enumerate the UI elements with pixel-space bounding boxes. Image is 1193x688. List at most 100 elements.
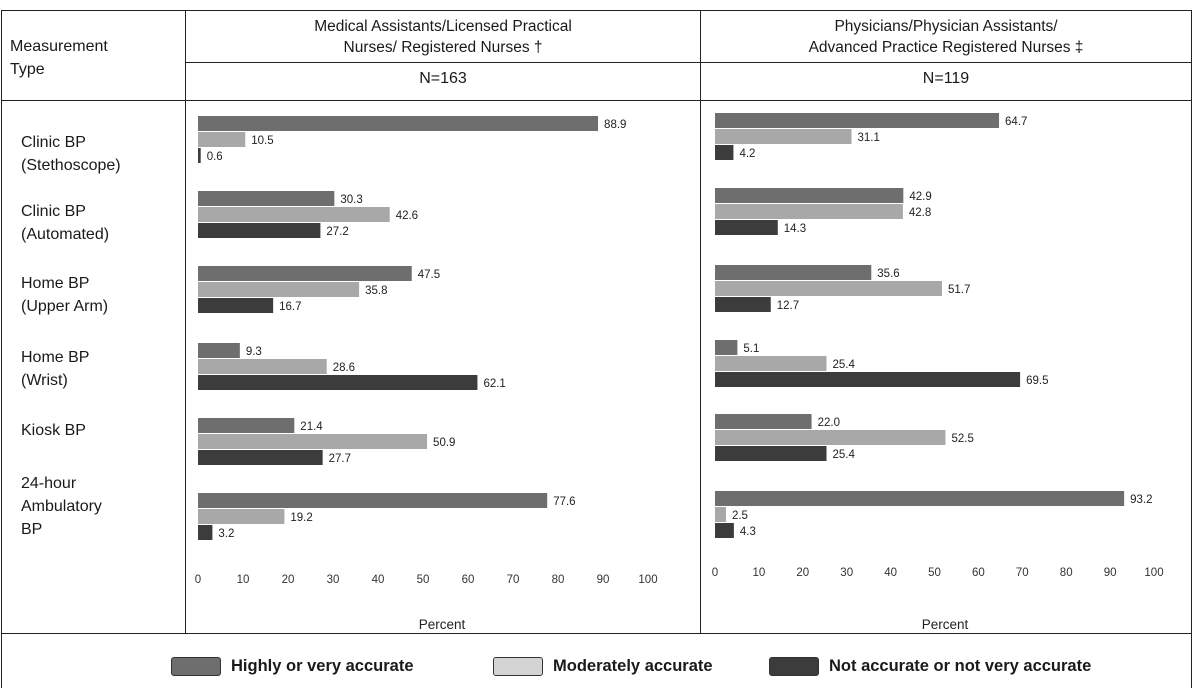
nurses-x-tick-60: 60 xyxy=(462,574,475,586)
measurement-type-header: Measurement Type xyxy=(10,35,180,81)
row-label-clinic-stethoscope: Clinic BP (Stethoscope) xyxy=(21,131,121,177)
col-divider-1 xyxy=(185,10,186,633)
row-label-line: (Stethoscope) xyxy=(21,157,121,174)
measurement-header-line: Measurement xyxy=(10,38,108,55)
nurses-x-tick-20: 20 xyxy=(282,574,295,586)
nurses-bar-clinic-stethoscope-highly xyxy=(198,116,599,131)
nurses-bar-home-upper-arm-moderately xyxy=(198,282,360,297)
nurses-x-tick-30: 30 xyxy=(327,574,340,586)
physicians-value-label-home-upper-arm-moderately: 51.7 xyxy=(948,284,970,296)
physicians-x-tick-90: 90 xyxy=(1104,567,1117,579)
group-title-line: Physicians/Physician Assistants/ xyxy=(834,18,1058,35)
physicians-bar-home-upper-arm-highly xyxy=(715,265,872,280)
physicians-bar-home-upper-arm-moderately xyxy=(715,281,942,296)
row-label-home-upper-arm: Home BP (Upper Arm) xyxy=(21,272,108,318)
row-label-line: 24-hour xyxy=(21,475,77,492)
physicians-value-label-home-upper-arm-not: 12.7 xyxy=(777,300,799,312)
physicians-x-tick-70: 70 xyxy=(1016,567,1029,579)
nurses-value-label-home-wrist-not: 62.1 xyxy=(483,378,505,390)
physicians-bar-kiosk-not xyxy=(715,446,827,461)
row-label-line: Home BP xyxy=(21,349,90,366)
nurses-bar-home-upper-arm-highly xyxy=(198,266,412,281)
physicians-value-label-home-wrist-not: 69.5 xyxy=(1026,375,1048,387)
border-left xyxy=(1,10,2,688)
physicians-bar-home-wrist-not xyxy=(715,372,1021,387)
legend-top-rule xyxy=(1,633,1192,634)
physicians-value-label-kiosk-not: 25.4 xyxy=(833,449,856,461)
physicians-x-tick-80: 80 xyxy=(1060,567,1073,579)
nurses-value-label-ambulatory-not: 3.2 xyxy=(218,528,234,540)
col-divider-2 xyxy=(700,10,701,633)
row-label-line: Clinic BP xyxy=(21,203,86,220)
physicians-value-label-kiosk-moderately: 52.5 xyxy=(951,433,973,445)
nurses-bar-ambulatory-highly xyxy=(198,493,548,508)
physicians-x-tick-40: 40 xyxy=(884,567,897,579)
group-header-nurses: Medical Assistants/Licensed Practical Nu… xyxy=(186,16,700,58)
nurses-x-axis-label: Percent xyxy=(419,617,466,632)
physicians-x-tick-10: 10 xyxy=(753,567,766,579)
nurses-value-label-clinic-stethoscope-moderately: 10.5 xyxy=(251,135,273,147)
legend-not: Not accurate or not very accurate xyxy=(769,652,1091,680)
physicians-bar-ambulatory-moderately xyxy=(715,507,726,522)
row-label-line: Ambulatory xyxy=(21,498,102,515)
nurses-value-label-clinic-stethoscope-highly: 88.9 xyxy=(604,119,626,131)
nurses-bar-clinic-stethoscope-not xyxy=(198,148,201,163)
physicians-bar-clinic-automated-highly xyxy=(715,188,904,203)
border-top xyxy=(1,10,1192,11)
nurses-bar-clinic-automated-not xyxy=(198,223,321,238)
physicians-value-label-home-upper-arm-highly: 35.6 xyxy=(877,268,899,280)
nurses-x-tick-90: 90 xyxy=(597,574,610,586)
nurses-value-label-home-upper-arm-not: 16.7 xyxy=(279,301,301,313)
nurses-value-label-home-wrist-moderately: 28.6 xyxy=(333,362,355,374)
nurses-x-tick-40: 40 xyxy=(372,574,385,586)
physicians-value-label-clinic-stethoscope-moderately: 31.1 xyxy=(858,132,880,144)
physicians-bar-home-wrist-highly xyxy=(715,340,738,355)
nurses-value-label-ambulatory-highly: 77.6 xyxy=(553,496,575,508)
row-label-home-wrist: Home BP (Wrist) xyxy=(21,346,89,392)
nurses-value-label-kiosk-moderately: 50.9 xyxy=(433,437,455,449)
group-n-physicians: N=119 xyxy=(922,70,970,87)
physicians-bar-clinic-stethoscope-highly xyxy=(715,113,1000,128)
nurses-bar-clinic-automated-moderately xyxy=(198,207,390,222)
nurses-bar-clinic-automated-highly xyxy=(198,191,335,206)
nurses-value-label-kiosk-highly: 21.4 xyxy=(300,421,323,433)
nurses-x-tick-80: 80 xyxy=(552,574,565,586)
row-label-line: BP xyxy=(21,521,43,538)
row-label-line: (Wrist) xyxy=(21,372,68,389)
group-title-line: Advanced Practice Registered Nurses ‡ xyxy=(808,39,1084,56)
physicians-bar-clinic-automated-moderately xyxy=(715,204,903,219)
legend-swatch-moderately xyxy=(493,656,543,676)
nurses-bar-kiosk-not xyxy=(198,450,323,465)
physicians-value-label-ambulatory-highly: 93.2 xyxy=(1130,494,1152,506)
header-bottom-rule xyxy=(1,100,1192,101)
physicians-bar-home-wrist-moderately xyxy=(715,356,827,371)
nurses-value-label-clinic-automated-not: 27.2 xyxy=(326,226,348,238)
row-label-line: Kiosk BP xyxy=(21,422,86,439)
physicians-x-tick-30: 30 xyxy=(840,567,853,579)
physicians-bar-clinic-stethoscope-moderately xyxy=(715,129,852,144)
nurses-bar-ambulatory-not xyxy=(198,525,213,540)
border-right xyxy=(1191,10,1192,688)
row-label-line: Clinic BP xyxy=(21,134,86,151)
measurement-header-line: Type xyxy=(10,61,45,78)
physicians-value-label-ambulatory-moderately: 2.5 xyxy=(732,510,748,522)
nurses-value-label-home-wrist-highly: 9.3 xyxy=(246,346,262,358)
row-label-ambulatory: 24-hour Ambulatory BP xyxy=(21,472,102,541)
physicians-x-tick-50: 50 xyxy=(928,567,941,579)
physicians-value-label-clinic-stethoscope-not: 4.2 xyxy=(739,148,755,160)
legend-label-highly: Highly or very accurate xyxy=(231,656,414,675)
nurses-bar-home-wrist-not xyxy=(198,375,478,390)
row-label-clinic-automated: Clinic BP (Automated) xyxy=(21,200,109,246)
physicians-bar-home-upper-arm-not xyxy=(715,297,771,312)
legend-moderately: Moderately accurate xyxy=(493,652,713,680)
physicians-value-label-clinic-automated-not: 14.3 xyxy=(784,223,806,235)
physicians-bar-ambulatory-not xyxy=(715,523,734,538)
physicians-bar-kiosk-highly xyxy=(715,414,812,429)
group-title-line: Medical Assistants/Licensed Practical xyxy=(314,18,572,35)
nurses-x-tick-100: 100 xyxy=(638,574,657,586)
physicians-x-tick-100: 100 xyxy=(1144,567,1163,579)
physicians-bar-clinic-stethoscope-not xyxy=(715,145,734,160)
nurses-value-label-clinic-automated-highly: 30.3 xyxy=(340,194,362,206)
physicians-bar-kiosk-moderately xyxy=(715,430,946,445)
row-label-line: (Automated) xyxy=(21,226,110,243)
